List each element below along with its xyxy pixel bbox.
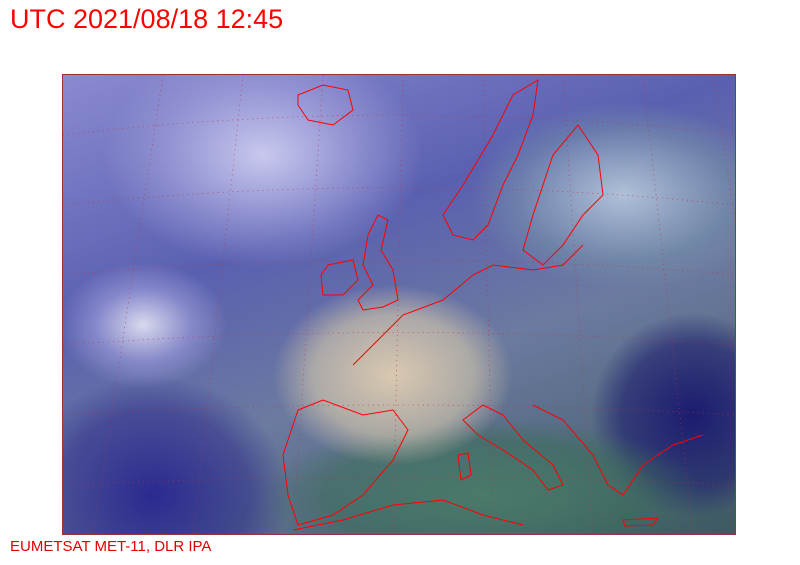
- lat-lon-grid: [63, 75, 735, 534]
- scandinavia-outline: [442, 79, 539, 241]
- data-source-credit: EUMETSAT MET-11, DLR IPA: [10, 538, 212, 555]
- great-britain-outline: [357, 214, 399, 311]
- map-overlay: [63, 75, 735, 534]
- europe-coast: [352, 244, 584, 366]
- crete-outline: [622, 517, 660, 527]
- balkans-outline: [532, 404, 704, 496]
- iceland-outline: [297, 84, 354, 126]
- coastlines: [282, 79, 704, 531]
- ireland-outline: [320, 259, 359, 296]
- italy-outline: [462, 404, 564, 491]
- africa-coast: [292, 499, 524, 531]
- satellite-map: [62, 74, 736, 535]
- iberia-outline: [282, 399, 409, 526]
- timestamp-title: UTC 2021/08/18 12:45: [10, 4, 284, 34]
- sardinia-outline: [457, 452, 472, 481]
- baltic-outline: [522, 124, 604, 266]
